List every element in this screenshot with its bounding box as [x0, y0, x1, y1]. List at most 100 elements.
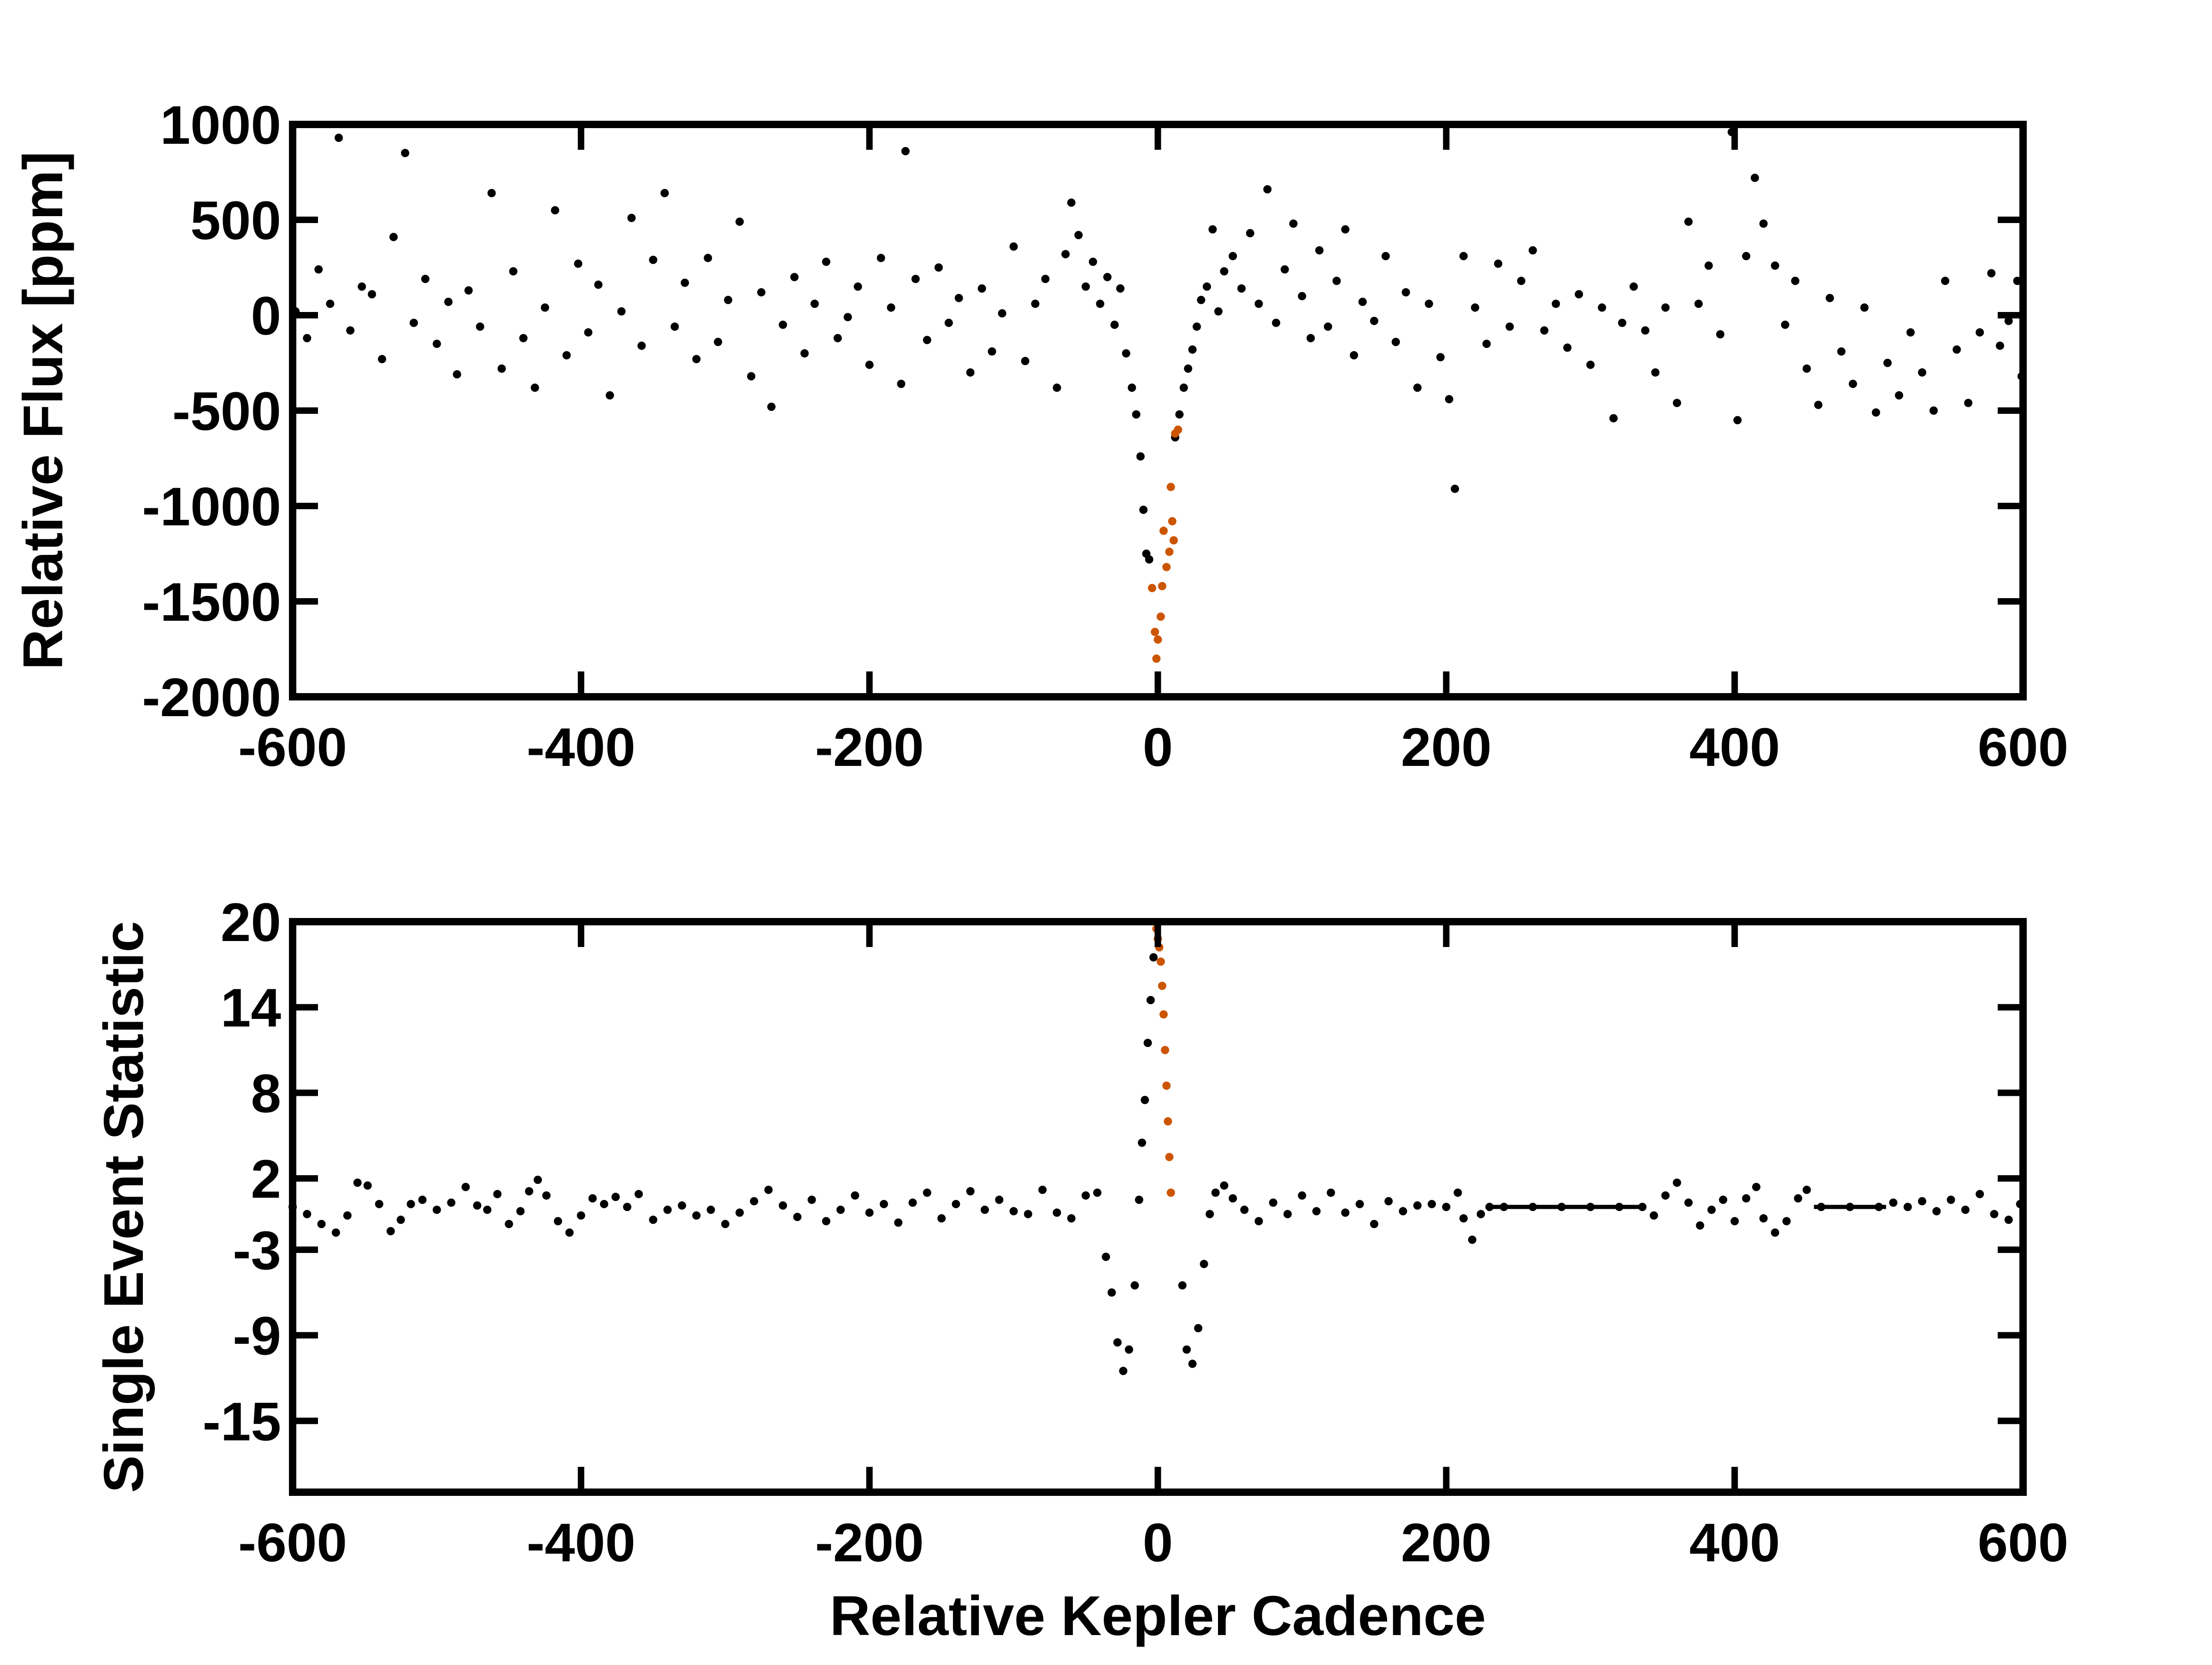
flux-panel-point-out-of-transit	[1197, 295, 1206, 304]
ses-panel-point-out-of-transit	[1759, 1214, 1768, 1223]
ses-panel-point-out-of-transit	[1269, 1198, 1277, 1207]
flux-panel-point-out-of-transit	[409, 318, 418, 327]
flux-panel-point-out-of-transit	[1552, 300, 1560, 308]
flux-panel-point-out-of-transit	[1517, 277, 1525, 285]
flux-panel-point-out-of-transit	[800, 349, 809, 358]
flux-panel-point-out-of-transit	[1871, 408, 1880, 417]
flux-panel-point-out-of-transit	[1306, 334, 1315, 342]
flux-panel-point-in-transit	[1162, 563, 1171, 571]
ses-panel-point-out-of-transit	[553, 1217, 562, 1225]
flux-panel-point-out-of-transit	[464, 286, 473, 295]
flux-panel-point-out-of-transit	[1139, 506, 1148, 514]
flux-panel-point-out-of-transit	[1609, 414, 1618, 423]
ses-panel-point-out-of-transit	[1802, 1185, 1811, 1194]
ses-panel-point-out-of-transit	[600, 1200, 608, 1208]
y-tick-label: 8	[251, 1063, 281, 1124]
flux-panel-point-out-of-transit	[1941, 277, 1949, 285]
ses-panel-point-out-of-transit	[1707, 1206, 1716, 1214]
flux-panel-point-in-transit	[1158, 582, 1166, 590]
ses-panel-point-out-of-transit	[1188, 1359, 1197, 1368]
ses-panel-point-out-of-transit	[1038, 1185, 1047, 1194]
x-tick-label: 0	[1143, 1512, 1173, 1573]
ses-panel-point-out-of-transit	[525, 1187, 534, 1195]
flux-panel-point-out-of-transit	[1041, 275, 1050, 283]
flux-panel-point-out-of-transit	[1031, 300, 1040, 308]
flux-panel-point-out-of-transit	[1673, 399, 1681, 407]
ses-panel-point-out-of-transit	[396, 1215, 405, 1224]
ses-panel-point-out-of-transit	[1453, 1188, 1462, 1197]
ses-panel-point-out-of-transit	[303, 1210, 312, 1218]
ses-panel-point-out-of-transit	[822, 1217, 830, 1225]
flux-panel-point-out-of-transit	[432, 340, 441, 348]
ses-panel-point-out-of-transit	[1298, 1191, 1306, 1200]
flux-panel-point-out-of-transit	[314, 265, 323, 274]
x-tick-label: -400	[527, 717, 635, 778]
flux-panel-point-out-of-transit	[1009, 242, 1018, 251]
flux-panel-point-out-of-transit	[637, 341, 646, 350]
flux-panel-point-out-of-transit	[1883, 359, 1892, 367]
flux-panel-point-out-of-transit	[1208, 225, 1217, 234]
flux-panel-point-out-of-transit	[977, 284, 986, 293]
ses-panel-point-out-of-transit	[1240, 1206, 1249, 1214]
flux-panel-point-in-transit	[1148, 584, 1156, 592]
ses-panel-point-out-of-transit	[386, 1227, 395, 1236]
flux-panel-point-out-of-transit	[714, 338, 723, 346]
flux-panel-point-out-of-transit	[476, 322, 484, 331]
flux-panel-point-out-of-transit	[1401, 288, 1410, 297]
ses-panel-point-out-of-transit	[1082, 1191, 1090, 1200]
flux-panel-point-out-of-transit	[358, 282, 366, 291]
flux-panel-point-out-of-transit	[1237, 284, 1246, 293]
ses-panel-point-out-of-transit	[1399, 1207, 1407, 1216]
flux-panel-point-out-of-transit	[1742, 252, 1751, 260]
ses-panel-x-axis-label: Relative Kepler Cadence	[830, 1584, 1486, 1647]
flux-panel-point-out-of-transit	[1229, 252, 1237, 260]
flux-panel-point-out-of-transit	[1381, 252, 1390, 260]
ses-panel-point-out-of-transit	[1149, 953, 1158, 962]
flux-panel-point-out-of-transit	[1459, 252, 1468, 260]
flux-panel-point-out-of-transit	[1837, 347, 1846, 356]
flux-panel-point-out-of-transit	[1802, 364, 1811, 373]
flux-panel-point-out-of-transit	[1860, 303, 1869, 312]
y-tick-label: -1000	[142, 477, 281, 537]
flux-panel-point-out-of-transit	[606, 391, 614, 400]
flux-panel-point-in-transit	[1151, 628, 1159, 636]
ses-panel-point-out-of-transit	[1771, 1228, 1779, 1237]
ses-panel-point-in-transit	[1162, 1081, 1171, 1090]
flux-panel-point-out-of-transit	[1540, 326, 1549, 335]
flux-panel-point-out-of-transit	[1704, 261, 1713, 270]
ses-panel-point-out-of-transit	[363, 1181, 372, 1190]
flux-panel-point-out-of-transit	[444, 298, 453, 306]
ses-panel-point-out-of-transit	[1220, 1181, 1229, 1190]
flux-panel-point-out-of-transit	[1391, 338, 1400, 346]
ses-panel-point-out-of-transit	[542, 1191, 551, 1200]
flux-panel-point-out-of-transit	[692, 355, 701, 364]
ses-panel-point-out-of-transit	[1684, 1198, 1693, 1207]
flux-panel-point-out-of-transit	[1641, 326, 1650, 335]
flux-panel-point-out-of-transit	[1272, 318, 1281, 327]
flux-panel-point-out-of-transit	[519, 334, 528, 342]
flux-panel-point-in-transit	[1153, 635, 1162, 644]
ses-panel-point-out-of-transit	[1138, 1138, 1147, 1147]
flux-panel-point-out-of-transit	[1179, 383, 1188, 392]
flux-panel-point-out-of-transit	[1136, 452, 1145, 461]
ses-panel-point-out-of-transit	[534, 1176, 542, 1184]
ses-panel-point-out-of-transit	[1093, 1188, 1102, 1197]
ses-panel-y-axis-label: Single Event Statistic	[92, 921, 155, 1493]
flux-panel-point-in-transit	[1159, 526, 1168, 535]
ses-panel-point-out-of-transit	[966, 1187, 975, 1195]
flux-panel-point-out-of-transit	[998, 309, 1006, 318]
ses-panel-point-out-of-transit	[1194, 1324, 1203, 1333]
x-tick-label: 400	[1689, 1512, 1780, 1573]
ses-panel-point-out-of-transit	[493, 1190, 502, 1199]
ses-panel-point-out-of-transit	[1384, 1197, 1393, 1206]
flux-panel-point-out-of-transit	[1918, 368, 1926, 377]
flux-panel-point-out-of-transit	[1976, 328, 1984, 337]
ses-panel-point-out-of-transit	[1024, 1210, 1032, 1218]
flux-panel-point-out-of-transit	[574, 259, 582, 268]
flux-panel-point-out-of-transit	[1128, 383, 1136, 392]
flux-panel-point-out-of-transit	[901, 147, 910, 155]
ses-panel-point-out-of-transit	[1719, 1195, 1728, 1204]
flux-panel-point-out-of-transit	[934, 263, 943, 272]
ses-panel-point-out-of-transit	[1143, 1039, 1152, 1047]
